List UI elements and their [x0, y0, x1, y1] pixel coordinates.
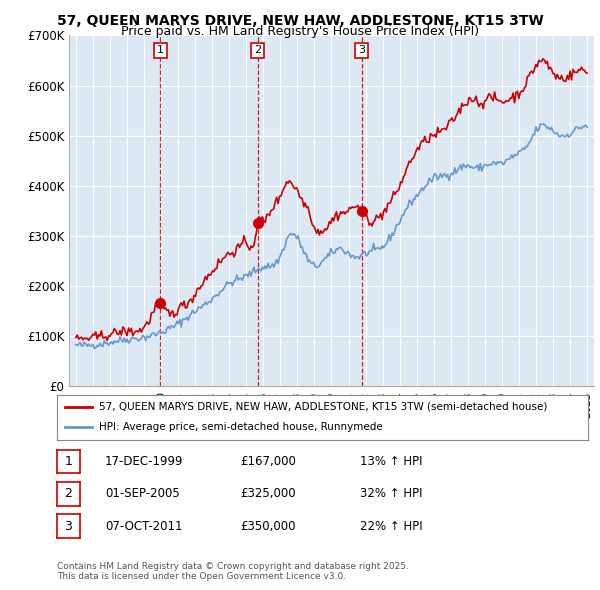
Text: 1: 1 — [64, 455, 73, 468]
Text: 57, QUEEN MARYS DRIVE, NEW HAW, ADDLESTONE, KT15 3TW (semi-detached house): 57, QUEEN MARYS DRIVE, NEW HAW, ADDLESTO… — [100, 402, 548, 412]
Text: £325,000: £325,000 — [240, 487, 296, 500]
Text: 17-DEC-1999: 17-DEC-1999 — [105, 455, 184, 468]
Text: 2: 2 — [64, 487, 73, 500]
Text: Price paid vs. HM Land Registry's House Price Index (HPI): Price paid vs. HM Land Registry's House … — [121, 25, 479, 38]
Text: 13% ↑ HPI: 13% ↑ HPI — [360, 455, 422, 468]
Text: 3: 3 — [64, 520, 73, 533]
Text: £350,000: £350,000 — [240, 520, 296, 533]
Text: 2: 2 — [254, 45, 261, 55]
Text: HPI: Average price, semi-detached house, Runnymede: HPI: Average price, semi-detached house,… — [100, 422, 383, 432]
Text: 3: 3 — [358, 45, 365, 55]
Text: 1: 1 — [157, 45, 164, 55]
Text: 07-OCT-2011: 07-OCT-2011 — [105, 520, 182, 533]
Text: 22% ↑ HPI: 22% ↑ HPI — [360, 520, 422, 533]
Text: 32% ↑ HPI: 32% ↑ HPI — [360, 487, 422, 500]
Text: £167,000: £167,000 — [240, 455, 296, 468]
Text: 57, QUEEN MARYS DRIVE, NEW HAW, ADDLESTONE, KT15 3TW: 57, QUEEN MARYS DRIVE, NEW HAW, ADDLESTO… — [56, 14, 544, 28]
Text: 01-SEP-2005: 01-SEP-2005 — [105, 487, 180, 500]
Text: Contains HM Land Registry data © Crown copyright and database right 2025.
This d: Contains HM Land Registry data © Crown c… — [57, 562, 409, 581]
